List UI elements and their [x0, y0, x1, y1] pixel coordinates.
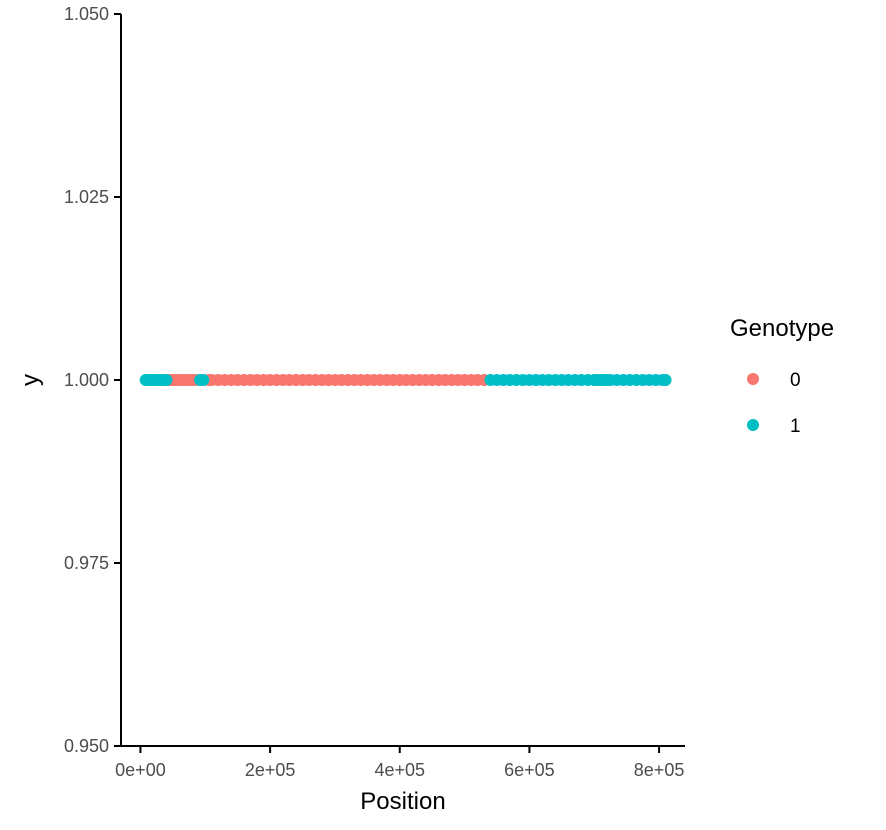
x-tick-label: 6e+05	[504, 760, 555, 780]
x-axis-title: Position	[360, 788, 445, 815]
legend-title: Genotype	[730, 315, 834, 342]
x-tick-label: 0e+00	[115, 760, 166, 780]
data-point-genotype-1	[197, 374, 210, 386]
x-axis-ticks: 0e+00 2e+05 4e+05 6e+05 8e+05	[115, 746, 684, 780]
legend-key-1	[747, 419, 759, 431]
y-tick-label: 1.025	[64, 187, 109, 207]
y-tick-label: 1.050	[64, 4, 109, 24]
legend: Genotype 0 1	[730, 315, 834, 437]
x-tick-label: 8e+05	[634, 760, 685, 780]
data-point-genotype-1	[659, 374, 672, 386]
x-tick-label: 2e+05	[245, 760, 296, 780]
y-axis-ticks: 0.950 0.975 1.000 1.025 1.050	[64, 4, 121, 756]
data-point-genotype-1	[160, 374, 173, 386]
y-tick-label: 0.950	[64, 736, 109, 756]
legend-label-1: 1	[790, 416, 801, 437]
y-tick-label: 1.000	[64, 370, 109, 390]
legend-key-0	[747, 373, 759, 385]
x-tick-label: 4e+05	[374, 760, 425, 780]
y-axis-title: y	[17, 374, 44, 386]
legend-label-0: 0	[790, 370, 801, 391]
y-tick-label: 0.975	[64, 553, 109, 573]
data-points	[139, 374, 672, 386]
